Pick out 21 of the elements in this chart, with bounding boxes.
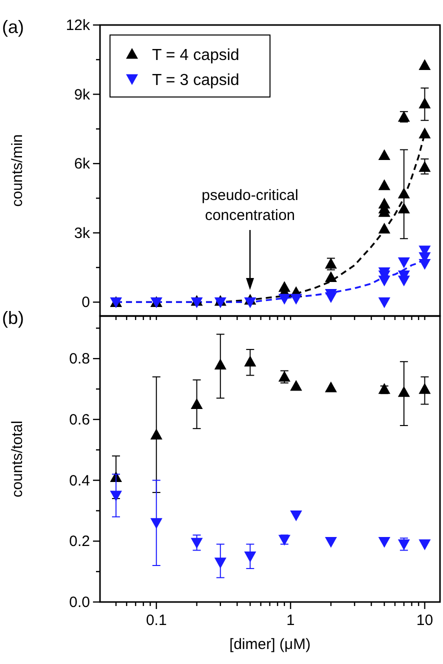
x-tick-label: 1 — [286, 612, 295, 629]
x-axis-title: [dimer] (μM) — [229, 636, 311, 653]
y-tick-label: 0 — [82, 294, 90, 312]
x-tick-label: 10 — [416, 612, 434, 629]
y-tick-label: 9k — [74, 86, 90, 104]
y-tick-label: 0.2 — [69, 533, 90, 550]
y-tick-label: 3k — [74, 224, 90, 242]
y-axis-title: counts/total — [9, 420, 26, 498]
y-tick-label: 0.6 — [69, 411, 90, 428]
y-tick-label: 0.8 — [69, 350, 90, 368]
y-tick-label: 12k — [66, 17, 90, 34]
y-tick-label: 0.4 — [69, 472, 90, 490]
legend-label: T = 3 capsid — [152, 72, 240, 89]
legend-label: T = 4 capsid — [152, 47, 240, 64]
x-tick-label: 0.1 — [146, 612, 167, 629]
y-tick-label: 0.0 — [69, 594, 90, 611]
annotation: pseudo-critical concentration — [202, 187, 298, 224]
text: (a) — [2, 17, 24, 37]
y-axis-title: counts/min — [9, 134, 26, 207]
text: (b) — [2, 308, 24, 328]
y-tick-label: 6k — [74, 156, 90, 173]
